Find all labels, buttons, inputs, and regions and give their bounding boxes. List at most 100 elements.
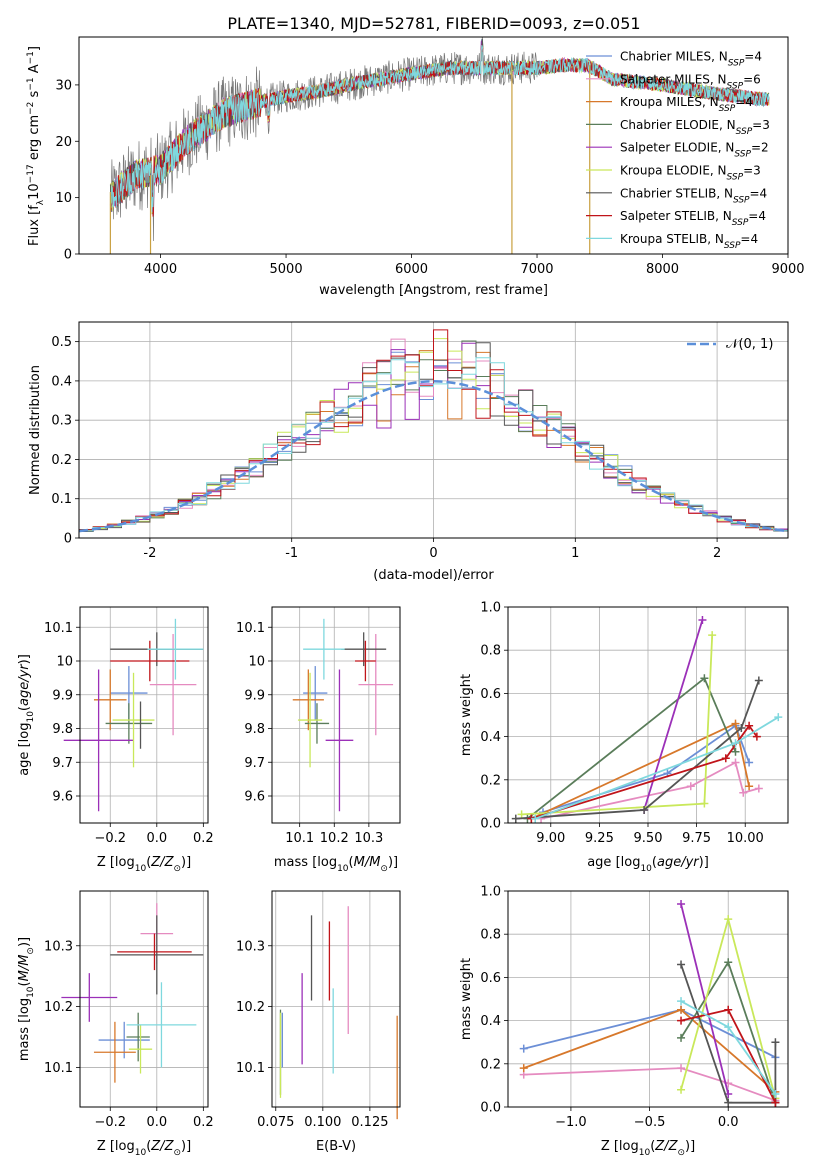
x-axis-label: wavelength [Angstrom, rest frame] bbox=[319, 283, 548, 298]
y-axis-label: Flux [fλ10−17 erg cm−2 s−1 A−1] bbox=[26, 46, 46, 246]
age_vs_mass-axes: 10.1 10.2 10.3 9.6 9.7 9.8 9.9 10 10.1 mass [log1… bbox=[236, 606, 401, 874]
y-tick-label: 9.6 bbox=[52, 790, 73, 805]
x-axis-label: age [log10(age/yr)] bbox=[587, 855, 709, 874]
residual_histogram-axes: -2 -1 0 1 2 0 0.1 0.2 0.3 0.4 0.5 𝒩(0, 1) (data-mode… bbox=[28, 321, 789, 583]
y-tick-label: 0 bbox=[64, 532, 72, 547]
y-tick-label: 10.1 bbox=[44, 1061, 73, 1076]
y-tick-label: 0.6 bbox=[480, 687, 501, 702]
x-tick-label: 7000 bbox=[520, 262, 553, 277]
histogram-step bbox=[79, 357, 788, 533]
y-tick-label: 10.2 bbox=[236, 1000, 265, 1015]
weight-marker bbox=[677, 1085, 686, 1094]
spectrum-model-line bbox=[110, 45, 770, 213]
y-tick-label: 1.0 bbox=[480, 885, 501, 900]
x-tick-label: −0.5 bbox=[634, 1115, 666, 1130]
weight-marker bbox=[519, 1064, 528, 1073]
axes-frame bbox=[271, 606, 401, 824]
weight-marker bbox=[739, 788, 748, 797]
y-tick-label: 0.0 bbox=[480, 1101, 501, 1116]
weight-marker bbox=[640, 806, 649, 815]
y-axis-label: mass weight bbox=[459, 674, 474, 756]
legend-entry: Salpeter ELODIE, NSSP=2 bbox=[620, 141, 769, 160]
axes-frame bbox=[79, 890, 209, 1108]
x-tick-label: −1.0 bbox=[555, 1115, 587, 1130]
x-tick-label: 4000 bbox=[144, 262, 177, 277]
x-axis-label: Z [log10(Z/Z⊙)] bbox=[97, 1139, 191, 1158]
y-tick-label: 0.3 bbox=[51, 414, 72, 429]
y-tick-label: 10.1 bbox=[44, 621, 73, 636]
weight-marker bbox=[745, 758, 754, 767]
weight-marker bbox=[771, 1098, 780, 1107]
y-tick-label: 0.4 bbox=[51, 374, 72, 389]
y-tick-label: 10.1 bbox=[236, 621, 265, 636]
weight-marker bbox=[771, 1090, 780, 1099]
x-tick-label: 8000 bbox=[646, 262, 679, 277]
massweight_vs_Z-axes: −1.0 −0.5 0.0 0.0 0.2 0.4 0.6 0.8 1.0 Z [log10(Z/… bbox=[459, 885, 789, 1158]
x-tick-label: -2 bbox=[143, 546, 156, 561]
x-axis-label: Z [log10(Z/Z⊙)] bbox=[601, 1139, 695, 1158]
x-axis-label: mass [log10(M/M⊙)] bbox=[274, 855, 398, 874]
y-tick-label: 10 bbox=[248, 655, 265, 670]
y-tick-label: 10.1 bbox=[236, 1061, 265, 1076]
weight-marker bbox=[686, 782, 695, 791]
y-tick-label: 9.7 bbox=[244, 756, 265, 771]
weight-marker bbox=[519, 1044, 528, 1053]
y-tick-label: 0.1 bbox=[51, 492, 72, 507]
weight-line bbox=[530, 722, 750, 820]
y-tick-label: 10 bbox=[55, 191, 72, 206]
legend-entry: Chabrier MILES, NSSP=4 bbox=[620, 50, 762, 69]
weight-marker bbox=[724, 1098, 733, 1107]
weight-marker bbox=[724, 1005, 733, 1014]
age_vs_Z-axes: −0.2 0.0 0.2 9.6 9.7 9.8 9.9 10 10.1 Z [log10(Z/Z… bbox=[17, 606, 214, 874]
x-tick-label: 9.50 bbox=[634, 831, 663, 846]
y-tick-label: 9.9 bbox=[244, 688, 265, 703]
mass_vs_Z-axes: −0.2 0.0 0.2 10.1 10.2 10.3 Z [log10(Z/Z⊙)] mas… bbox=[17, 890, 214, 1158]
mass_vs_EBV-axes: 0.075 0.100 0.125 10.1 10.2 10.3 E(B-V) bbox=[236, 890, 401, 1154]
y-tick-label: 0.2 bbox=[480, 773, 501, 788]
weight-marker bbox=[731, 739, 740, 748]
weight-marker bbox=[771, 1038, 780, 1047]
weight-line bbox=[643, 619, 704, 811]
x-tick-label: 6000 bbox=[395, 262, 428, 277]
legend-entry: Chabrier ELODIE, NSSP=3 bbox=[620, 118, 770, 137]
y-tick-label: 0.8 bbox=[480, 928, 501, 943]
legend-entry: Kroupa ELODIE, NSSP=3 bbox=[620, 164, 761, 183]
x-tick-label: 5000 bbox=[270, 262, 303, 277]
y-tick-label: 9.8 bbox=[244, 722, 265, 737]
x-tick-label: 2 bbox=[713, 546, 721, 561]
weight-marker bbox=[677, 1033, 686, 1042]
y-tick-label: 0.4 bbox=[480, 730, 501, 745]
weight-marker bbox=[724, 1023, 733, 1032]
y-tick-label: 10.3 bbox=[44, 939, 73, 954]
weight-marker bbox=[745, 721, 754, 730]
y-tick-label: 9.7 bbox=[52, 756, 73, 771]
weight-marker bbox=[724, 958, 733, 967]
x-tick-label: 9.00 bbox=[536, 831, 565, 846]
x-tick-label: 10.3 bbox=[354, 831, 383, 846]
x-tick-label: 9.25 bbox=[585, 831, 614, 846]
legend-entry: 𝒩(0, 1) bbox=[726, 337, 773, 352]
x-tick-label: −0.2 bbox=[94, 1115, 126, 1130]
y-tick-label: 20 bbox=[55, 135, 72, 150]
weight-marker bbox=[511, 814, 520, 823]
x-tick-label: 0.2 bbox=[193, 1115, 214, 1130]
x-tick-label: 0 bbox=[429, 546, 437, 561]
y-axis-label: age [log10(age/yr)] bbox=[17, 654, 36, 776]
y-tick-label: 9.6 bbox=[244, 790, 265, 805]
weight-marker bbox=[737, 723, 746, 732]
x-axis-label: (data-model)/error bbox=[373, 568, 494, 583]
y-tick-label: 10.3 bbox=[236, 939, 265, 954]
x-tick-label: 0.125 bbox=[351, 1115, 388, 1130]
y-tick-label: 9.9 bbox=[52, 688, 73, 703]
weight-line bbox=[523, 1067, 776, 1102]
weight-marker bbox=[531, 814, 540, 823]
weight-marker bbox=[517, 810, 526, 819]
weight-marker bbox=[677, 1064, 686, 1073]
axes-frame bbox=[507, 606, 789, 824]
y-axis-label: Normed distribution bbox=[28, 365, 43, 495]
x-tick-label: 9000 bbox=[771, 262, 804, 277]
weight-line bbox=[680, 964, 777, 1104]
x-tick-label: -1 bbox=[285, 546, 298, 561]
x-tick-label: 10.00 bbox=[727, 831, 764, 846]
